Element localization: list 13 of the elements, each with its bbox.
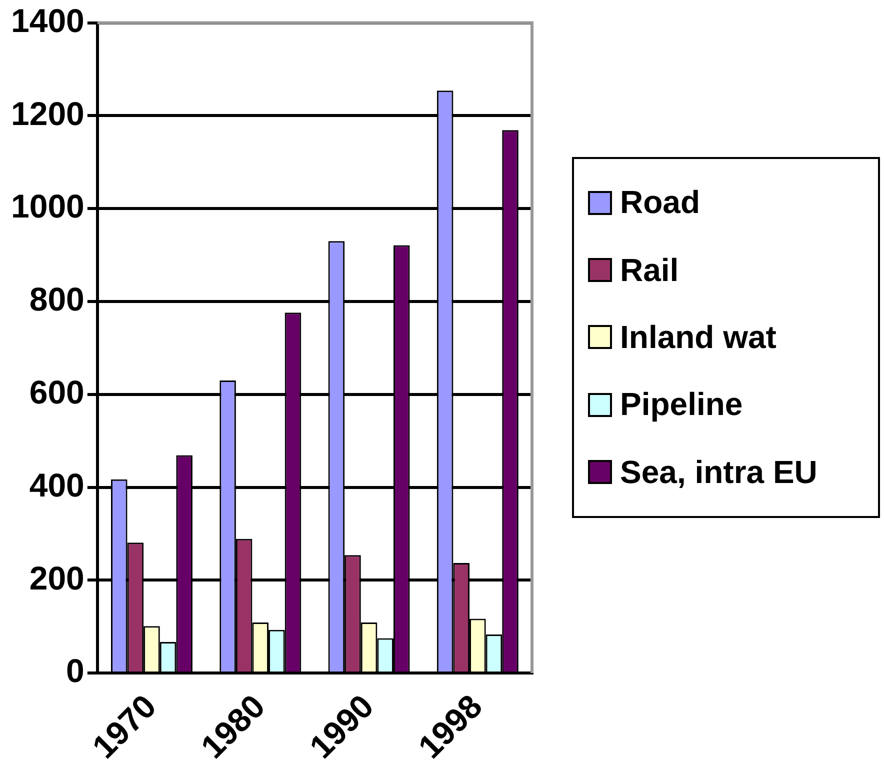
y-tick-label: 200 [29, 559, 84, 596]
y-tick-label: 800 [29, 280, 84, 318]
y-tick-label: 1000 [10, 188, 84, 225]
y-tick-label: 1200 [10, 94, 84, 132]
y-tick-label: 400 [29, 466, 84, 504]
legend-label: Road [620, 184, 700, 222]
legend-label: Inland wat [620, 318, 776, 356]
legend-label: Rail [620, 252, 679, 289]
y-tick-label: 0 [66, 652, 84, 690]
y-tick-label: 1400 [10, 2, 84, 39]
legend-label: Pipeline [620, 386, 743, 424]
legend-label: Sea, intra EU [620, 454, 818, 491]
y-tick-label: 600 [29, 373, 84, 410]
